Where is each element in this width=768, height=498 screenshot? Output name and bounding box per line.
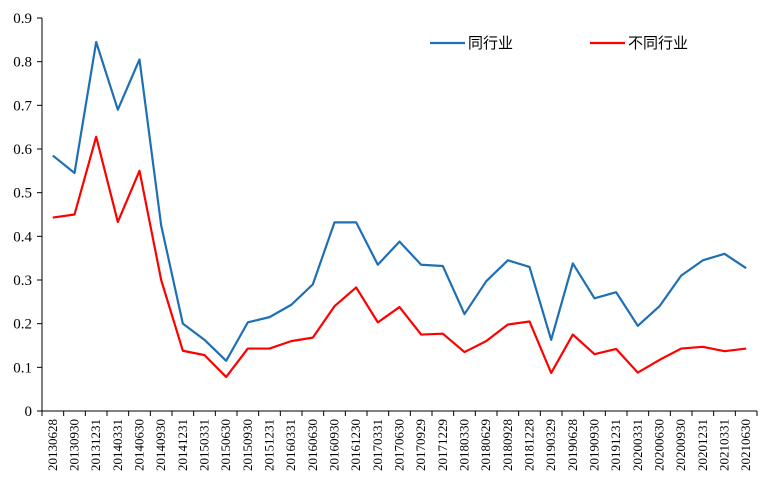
x-tick-label: 20130628 [45, 419, 60, 471]
y-tick-label: 0.2 [13, 317, 32, 333]
x-tick-label: 20170331 [370, 419, 385, 471]
y-tick-label: 0.3 [13, 273, 32, 289]
x-tick-label: 20171229 [435, 419, 450, 471]
series-line-1 [52, 135, 747, 379]
x-tick-label: 20190628 [565, 419, 580, 471]
x-tick-label: 20140331 [110, 419, 125, 471]
y-tick-label: 0 [25, 404, 33, 420]
x-tick-label: 20200331 [630, 419, 645, 471]
legend-label-1: 不同行业 [628, 34, 688, 52]
y-tick-label: 0.9 [13, 11, 32, 27]
legend: 同行业 不同行业 [430, 34, 688, 52]
x-tick-label: 20160930 [327, 419, 342, 471]
y-tick-label: 0.4 [13, 229, 32, 245]
x-tick-label: 20180330 [457, 419, 472, 471]
x-tick-label: 20170630 [392, 419, 407, 471]
x-tick-label: 20200930 [673, 419, 688, 471]
x-tick-label: 20150630 [218, 419, 233, 471]
legend-label-0: 同行业 [468, 34, 513, 52]
x-tick-label: 20151231 [262, 419, 277, 471]
series-lines [52, 40, 747, 379]
axes [41, 18, 757, 412]
x-tick-label: 20210331 [717, 419, 732, 471]
y-tick-label: 0.5 [13, 186, 32, 202]
x-tick-label: 20140930 [153, 419, 168, 471]
x-tick-label: 20190930 [587, 419, 602, 471]
x-tick-label: 20181228 [522, 419, 537, 471]
x-tick-label: 20150930 [240, 419, 255, 471]
y-tick-label: 0.7 [13, 98, 32, 114]
y-tick-label: 0.6 [13, 142, 32, 158]
x-tick-label: 20201231 [695, 419, 710, 471]
x-tick-label: 20140630 [132, 419, 147, 471]
x-tick-label: 20210630 [738, 419, 753, 471]
y-axis-ticks: 0 0.1 0.2 0.3 0.4 0.5 0.6 0.7 0.8 0.9 [13, 11, 42, 420]
x-tick-label: 20180629 [478, 419, 493, 471]
y-tick-label: 0.8 [13, 55, 32, 71]
x-tick-label: 20131231 [88, 419, 103, 471]
x-axis-ticks: 20130628 20130930 20131231 20140331 20140630… [41, 411, 758, 471]
x-tick-label: 20160331 [283, 419, 298, 471]
x-tick-label: 20160630 [305, 419, 320, 471]
x-tick-label: 20190329 [543, 419, 558, 471]
series-line-0 [52, 40, 747, 362]
y-tick-label: 0.1 [13, 360, 32, 376]
x-tick-label: 20130930 [67, 419, 82, 471]
x-tick-label: 20141231 [175, 419, 190, 471]
x-tick-label: 20161230 [348, 419, 363, 471]
x-tick-label: 20170929 [413, 419, 428, 471]
x-tick-label: 20200630 [652, 419, 667, 471]
x-tick-label: 20150331 [197, 419, 212, 471]
x-tick-label: 20191231 [608, 419, 623, 471]
x-tick-label: 20180928 [500, 419, 515, 471]
